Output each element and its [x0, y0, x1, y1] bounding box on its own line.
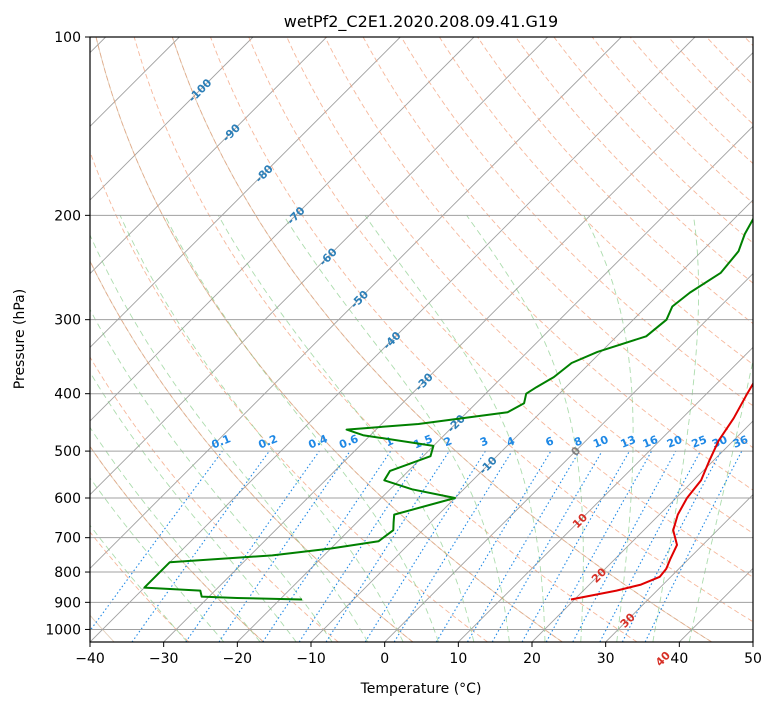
moist-adiabat-line: [90, 234, 369, 642]
y-tick-label: 700: [54, 531, 81, 547]
dry-adiabat-line: [248, 37, 753, 578]
isotherm-line: [90, 37, 327, 275]
moist-adiabat-line: [90, 477, 225, 642]
dry-adiabat-line: [90, 356, 339, 642]
isotherm-line: [90, 37, 401, 348]
background-reference-lines: [90, 37, 753, 642]
y-tick-label: 300: [54, 313, 81, 329]
plot-frame: [89, 36, 754, 643]
moist-adiabat-line: [90, 371, 297, 642]
moist-adiabat-line: [90, 308, 333, 642]
mixing-ratio-label: 1: [383, 434, 395, 449]
moist-adiabat-line: [217, 215, 475, 642]
y-tick-label: 500: [54, 444, 81, 460]
x-tick-label: −30: [149, 651, 179, 667]
y-tick-label: 800: [54, 565, 81, 581]
y-tick-label: 100: [54, 30, 81, 46]
moist-adiabat-line: [466, 215, 584, 642]
mixing-ratio-line: [393, 450, 513, 642]
dewpoint-profile-line: [143, 217, 753, 601]
y-tick-label: 200: [54, 208, 81, 224]
x-tick-label: 40: [670, 651, 688, 667]
mixing-ratio-line: [572, 450, 677, 642]
isotherm-line: [90, 37, 254, 201]
isotherm-line: [384, 273, 753, 642]
mixing-ratio-line: [644, 450, 743, 642]
mixing-ratio-label: 13: [619, 433, 638, 451]
mixing-ratio-label: 3: [478, 434, 490, 449]
isotherm-line: [90, 37, 622, 569]
pressure-gridlines: [90, 37, 753, 630]
x-axis-label: Temperature (°C): [360, 681, 482, 697]
moist-adiabat-line: [164, 215, 439, 642]
chart-title: wetPf2_C2E1.2020.208.09.41.G19: [284, 12, 558, 32]
isotherm-line: [237, 125, 753, 642]
mixing-ratio-label: 36: [731, 433, 750, 451]
x-tick-label: 20: [523, 651, 541, 667]
dry-adiabat-line: [400, 37, 753, 407]
isotherm-line: [163, 52, 753, 642]
x-tick-label: 0: [380, 651, 389, 667]
isotherm-line: [90, 37, 696, 642]
isotherm-line: [458, 346, 753, 642]
adiabat-guide-line: [90, 445, 264, 642]
mixing-ratio-line: [262, 450, 392, 642]
moist-adiabat-line: [364, 215, 546, 642]
moist-adiabat-line: [652, 215, 700, 642]
isotherm-line: [605, 494, 753, 642]
isotherm-line: [531, 420, 753, 642]
dry-adiabat-line: [210, 37, 753, 623]
dry-adiabat-line: [90, 150, 488, 642]
y-axis: 100 200 300 400 500 600 700 800 900 1000: [45, 30, 90, 638]
y-tick-label: 1000: [45, 622, 81, 638]
x-tick-label: 10: [449, 651, 467, 667]
mixing-ratio-label: 16: [641, 433, 660, 451]
mixing-ratio-line: [521, 450, 630, 642]
mixing-ratio-label: 20: [665, 433, 684, 451]
x-tick-label: 30: [597, 651, 615, 667]
x-tick-label: −10: [296, 651, 326, 667]
y-axis-label: Pressure (hPa): [12, 289, 28, 389]
x-tick-label: −20: [223, 651, 253, 667]
y-tick-label: 900: [54, 595, 81, 611]
mixing-ratio-label: 8: [572, 434, 584, 449]
mixing-ratio-line: [185, 450, 320, 642]
mixing-ratio-line: [218, 450, 351, 642]
y-tick-label: 400: [54, 387, 81, 403]
isotherm-line: [90, 37, 475, 422]
adiabat-guide-line: [171, 37, 712, 642]
moist-adiabat-line: [283, 215, 510, 642]
temperature-profile-line: [570, 381, 753, 601]
isotherm-line: [90, 37, 548, 496]
mixing-ratio-label: 10: [591, 433, 610, 451]
adiabat-guide-line: [95, 37, 563, 642]
mixing-ratio-line: [131, 450, 270, 642]
mixing-ratio-line: [545, 450, 653, 642]
sounding-profiles: [143, 217, 753, 601]
dry-adiabat-line: [515, 37, 753, 284]
mixing-ratio-label: 2: [442, 434, 454, 449]
x-tick-label: 50: [744, 651, 762, 667]
y-tick-label: 600: [54, 491, 81, 507]
mixing-ratio-line: [298, 450, 425, 642]
mixing-ratio-line: [90, 450, 223, 632]
moist-adiabat-line: [583, 215, 634, 642]
moist-adiabat-line: [90, 426, 261, 642]
mixing-ratio-label: 25: [690, 433, 709, 451]
dry-adiabat-line: [324, 37, 753, 491]
x-axis: −40 −30 −20 −10 0 10 20 30 40 50: [75, 642, 762, 667]
dry-adiabat-line: [439, 37, 753, 365]
adiabat-guide-line: [90, 259, 414, 642]
mixing-ratio-line: [325, 450, 450, 642]
dry-adiabat-line: [133, 37, 638, 642]
dry-adiabat-line: [90, 531, 190, 642]
moist-adiabat-line: [119, 215, 404, 642]
x-tick-label: −40: [75, 651, 105, 667]
